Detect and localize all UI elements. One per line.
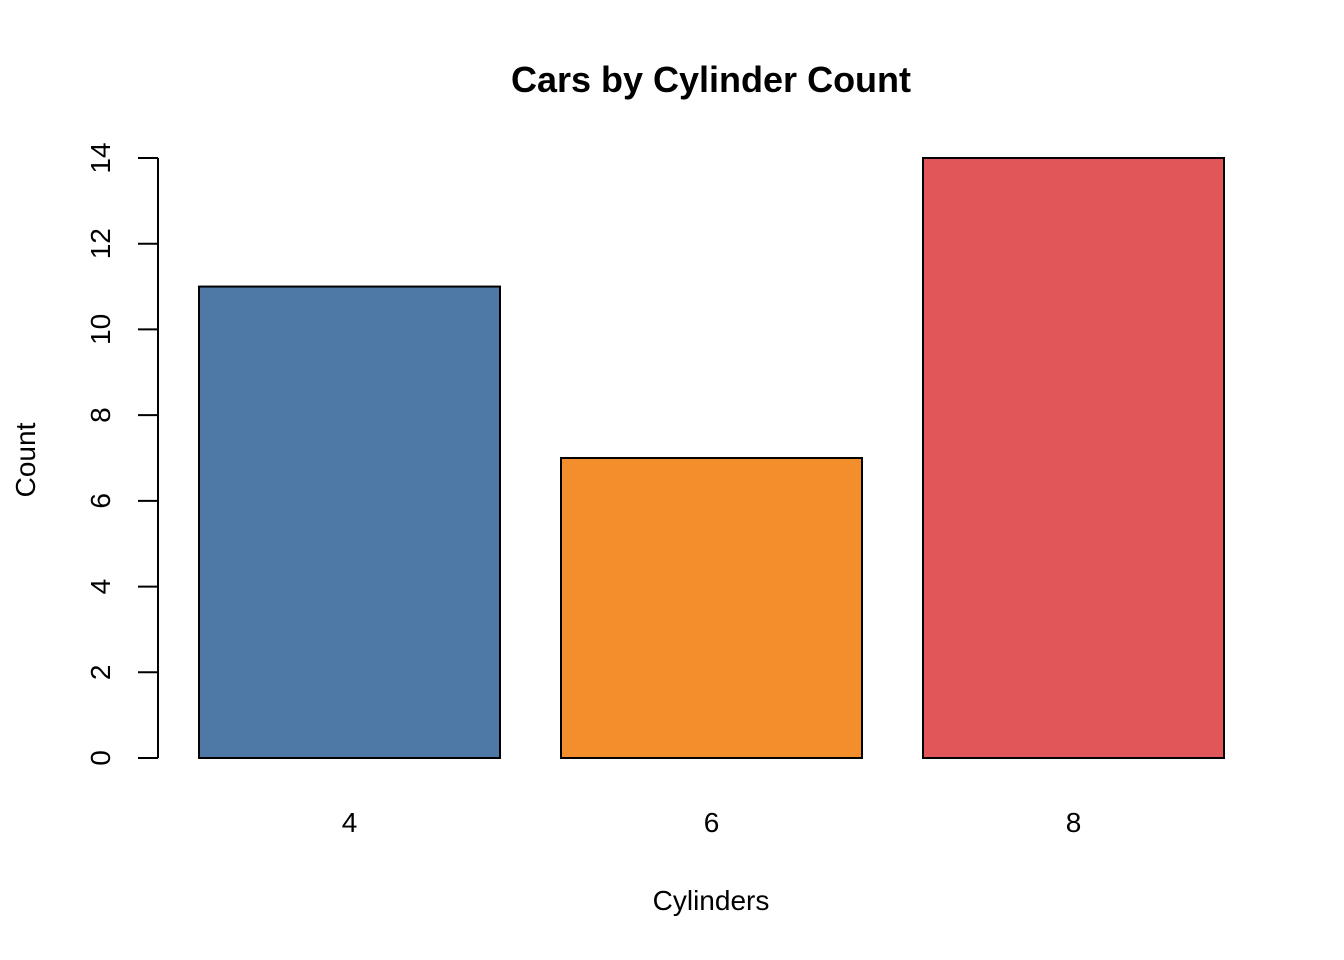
x-tick-label-8: 8 bbox=[1066, 807, 1082, 838]
y-tick-label: 2 bbox=[85, 664, 116, 680]
bar-6 bbox=[560, 457, 863, 759]
y-tick-label: 6 bbox=[85, 493, 116, 509]
y-tick-label: 14 bbox=[85, 142, 116, 173]
y-tick-label: 0 bbox=[85, 750, 116, 766]
y-tick-label: 8 bbox=[85, 407, 116, 423]
bars-group bbox=[198, 157, 1225, 759]
y-axis-label: Count bbox=[10, 422, 41, 497]
y-tick-label: 12 bbox=[85, 228, 116, 259]
y-tick-label: 10 bbox=[85, 314, 116, 345]
bar-8 bbox=[922, 157, 1225, 759]
x-axis-ticks: 4 6 8 bbox=[342, 807, 1082, 838]
bar-4 bbox=[198, 285, 501, 759]
x-tick-label-6: 6 bbox=[704, 807, 720, 838]
y-axis: 0 2 4 6 8 10 12 14 bbox=[85, 142, 159, 766]
x-axis-label: Cylinders bbox=[653, 885, 770, 916]
x-tick-label-4: 4 bbox=[342, 807, 358, 838]
y-tick-label: 4 bbox=[85, 579, 116, 595]
chart-title: Cars by Cylinder Count bbox=[511, 59, 911, 100]
